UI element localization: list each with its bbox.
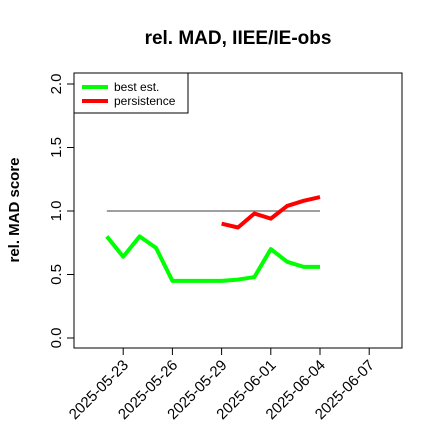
x-axis: 2025-05-232025-05-262025-05-292025-06-01… [66,348,378,423]
legend-box [73,72,189,114]
y-axis: 0.0 0.5 1.0 1.5 2.0 [48,74,74,349]
y-tick-label-0.5: 0.5 [48,264,65,285]
y-tick-label-1.0: 1.0 [48,201,65,222]
series-line-1 [221,195,321,230]
chart-title: rel. MAD, IIEE/IE-obs [145,28,332,49]
legend: best est. persistence [73,72,189,114]
legend-label-persistence: persistence [114,94,176,108]
y-tick-label-0.0: 0.0 [48,328,65,349]
y-tick-label-2.0: 2.0 [48,74,65,95]
y-axis-label: rel. MAD score [6,157,23,262]
series-line-0 [105,234,320,283]
legend-label-best-est: best est. [114,80,159,94]
series-group [105,195,321,283]
y-tick-label-1.5: 1.5 [48,137,65,158]
